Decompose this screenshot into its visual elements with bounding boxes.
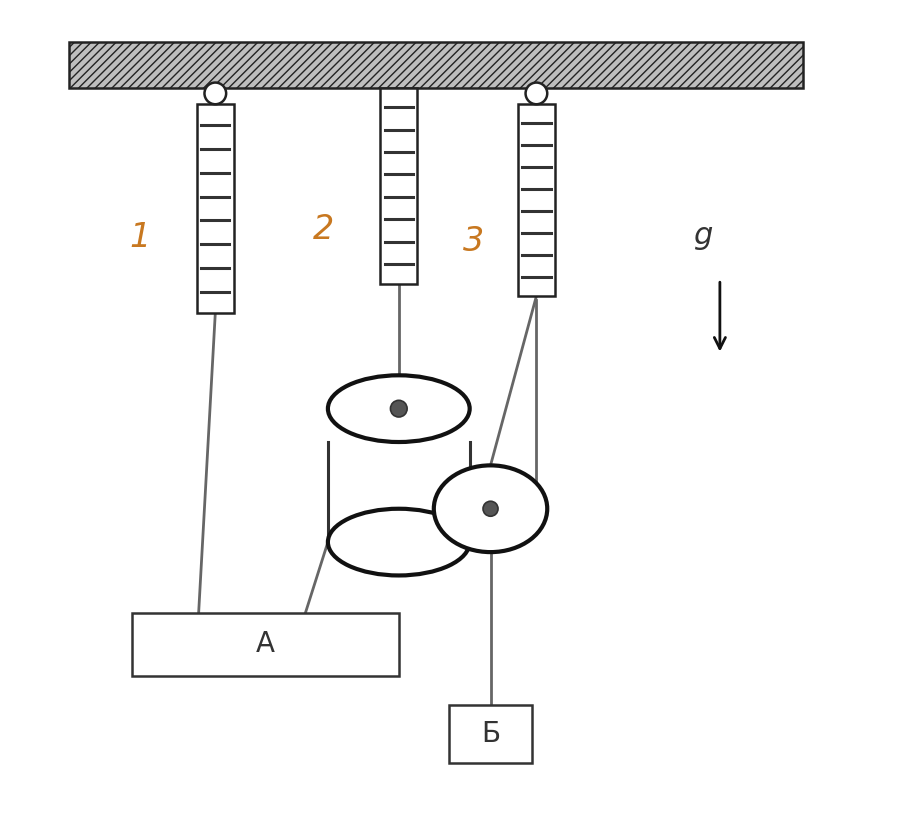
- Ellipse shape: [328, 509, 469, 575]
- Circle shape: [390, 400, 407, 417]
- Bar: [518, 104, 554, 296]
- Circle shape: [525, 83, 547, 104]
- Circle shape: [483, 501, 498, 516]
- Text: Б: Б: [481, 720, 500, 748]
- Bar: [70, 42, 804, 88]
- Text: А: А: [255, 631, 275, 658]
- Circle shape: [205, 83, 226, 104]
- Ellipse shape: [328, 375, 469, 442]
- Text: 3: 3: [463, 225, 485, 259]
- Text: 1: 1: [130, 221, 151, 254]
- Bar: [197, 104, 234, 313]
- Bar: [132, 613, 399, 676]
- Text: 2: 2: [313, 213, 334, 246]
- Ellipse shape: [434, 465, 547, 552]
- Text: g: g: [693, 221, 713, 250]
- Bar: [448, 705, 532, 763]
- Bar: [381, 88, 417, 284]
